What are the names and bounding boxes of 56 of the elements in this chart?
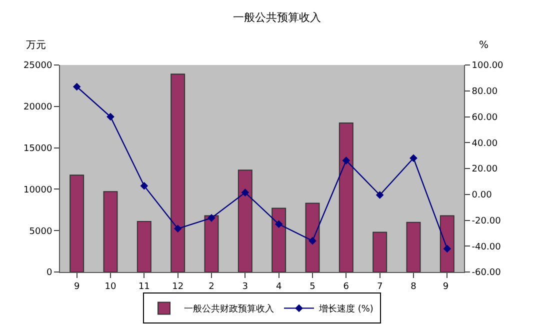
y2-tick-label: 20.00 (472, 164, 498, 175)
point (410, 154, 418, 162)
bar (305, 202, 320, 272)
point (208, 214, 216, 222)
bar (170, 74, 186, 272)
y2-axis-title: % (479, 40, 489, 51)
x-tick-label: 8 (410, 282, 417, 292)
bar (103, 191, 118, 272)
legend-label: 增长速度 (%) (318, 304, 374, 315)
bar (70, 174, 84, 272)
point (274, 220, 283, 228)
bar (272, 208, 286, 272)
point (140, 182, 148, 190)
point (376, 191, 384, 199)
point (174, 224, 182, 233)
y-tick-label: 5000 (29, 226, 52, 237)
y2-tick-label: 80.00 (472, 87, 498, 98)
bar (440, 215, 454, 272)
y-tick-label: 15000 (24, 144, 52, 154)
x-tick-label: 2 (208, 282, 214, 292)
point (72, 82, 81, 91)
y2-tick-label: 60.00 (472, 112, 498, 123)
y-axis-title: 万元 (26, 40, 46, 51)
x-tick-label: 11 (138, 282, 150, 292)
y2-tick-label: 40.00 (472, 138, 498, 149)
x-tick-label: 5 (310, 282, 316, 292)
bar (372, 232, 388, 272)
chart-title: 一般公共预算收入 (233, 11, 321, 24)
point (106, 112, 114, 121)
bar (136, 220, 152, 272)
x-tick-label: 9 (74, 282, 80, 292)
x-tick-label: 7 (376, 282, 383, 292)
y2-tick-label: 0.00 (472, 190, 492, 201)
x-tick-label: 6 (343, 282, 350, 292)
bar (204, 215, 219, 272)
y-tick-label: 0 (46, 268, 52, 278)
y2-tick-label: 100.00 (472, 61, 504, 72)
x-tick-label: 10 (104, 282, 116, 292)
x-tick-label: 4 (276, 282, 282, 292)
x-tick-label: 3 (242, 282, 248, 292)
bar (238, 170, 252, 272)
y2-tick-label: -60.00 (472, 268, 502, 278)
y-tick-label: 10000 (24, 185, 52, 196)
bar (406, 222, 421, 272)
point (241, 188, 250, 196)
y2-tick-label: -40.00 (472, 242, 502, 252)
bar (338, 122, 354, 272)
y2-tick-label: -20.00 (472, 216, 502, 226)
y-tick-label: 20000 (24, 102, 52, 113)
x-tick-label: 9 (442, 282, 452, 292)
point (342, 156, 350, 164)
point (308, 236, 316, 245)
legend-label: 一般公共财政预算收入 (184, 304, 274, 315)
y-tick-label: 25000 (24, 61, 52, 72)
x-tick-label: 12 (172, 282, 184, 292)
point (443, 244, 452, 253)
